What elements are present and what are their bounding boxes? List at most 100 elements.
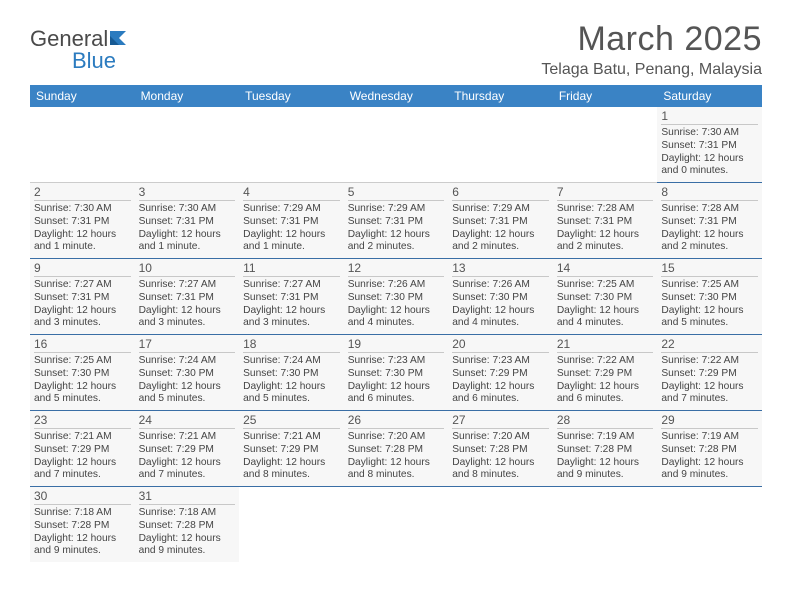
calendar-week: 2Sunrise: 7:30 AMSunset: 7:31 PMDaylight… bbox=[30, 183, 762, 259]
calendar-cell: 28Sunrise: 7:19 AMSunset: 7:28 PMDayligh… bbox=[553, 411, 658, 487]
day-info: Sunrise: 7:23 AMSunset: 7:29 PMDaylight:… bbox=[452, 355, 549, 406]
sunrise-text: Sunrise: 7:29 AM bbox=[348, 203, 445, 216]
day-number: 5 bbox=[348, 185, 445, 201]
sunrise-text: Sunrise: 7:24 AM bbox=[243, 355, 340, 368]
day-number: 3 bbox=[139, 185, 236, 201]
day-info: Sunrise: 7:27 AMSunset: 7:31 PMDaylight:… bbox=[34, 279, 131, 330]
day-number: 23 bbox=[34, 413, 131, 429]
day-info: Sunrise: 7:22 AMSunset: 7:29 PMDaylight:… bbox=[661, 355, 758, 406]
day-number: 31 bbox=[139, 489, 236, 505]
sunset-text: Sunset: 7:31 PM bbox=[139, 292, 236, 305]
daylight-text: Daylight: 12 hours and 7 minutes. bbox=[661, 381, 758, 407]
calendar-cell: 12 Sunrise: 7:26 AMSunset: 7:30 PMDayligh… bbox=[344, 259, 449, 335]
sunset-text: Sunset: 7:28 PM bbox=[661, 444, 758, 457]
day-info: Sunrise: 7:21 AMSunset: 7:29 PMDaylight:… bbox=[34, 431, 131, 482]
day-info: Sunrise: 7:26 AMSunset: 7:30 PMDaylight:… bbox=[348, 279, 445, 330]
sunrise-text: Sunrise: 7:24 AM bbox=[139, 355, 236, 368]
day-number: 26 bbox=[348, 413, 445, 429]
logo-flag-icon bbox=[110, 29, 134, 50]
sunset-text: Sunset: 7:30 PM bbox=[139, 368, 236, 381]
calendar-cell: 17Sunrise: 7:24 AMSunset: 7:30 PMDayligh… bbox=[135, 335, 240, 411]
day-header: Thursday bbox=[448, 85, 553, 107]
calendar-cell-empty bbox=[553, 107, 658, 183]
day-header: Sunday bbox=[30, 85, 135, 107]
sunset-text: Sunset: 7:30 PM bbox=[452, 292, 549, 305]
calendar-cell: 4Sunrise: 7:29 AMSunset: 7:31 PMDaylight… bbox=[239, 183, 344, 259]
calendar-cell: 14 Sunrise: 7:25 AMSunset: 7:30 PMDayligh… bbox=[553, 259, 658, 335]
calendar-week: 16Sunrise: 7:25 AMSunset: 7:30 PMDayligh… bbox=[30, 335, 762, 411]
sunset-text: Sunset: 7:29 PM bbox=[34, 444, 131, 457]
sunset-text: Sunset: 7:29 PM bbox=[452, 368, 549, 381]
day-info: Sunrise: 7:28 AMSunset: 7:31 PMDaylight:… bbox=[661, 203, 758, 254]
day-info: Sunrise: 7:29 AMSunset: 7:31 PMDaylight:… bbox=[452, 203, 549, 254]
page-title: March 2025 bbox=[541, 20, 762, 59]
sunrise-text: Sunrise: 7:20 AM bbox=[348, 431, 445, 444]
day-info: Sunrise: 7:30 AMSunset: 7:31 PMDaylight:… bbox=[139, 203, 236, 254]
day-number: 12 bbox=[348, 261, 445, 277]
day-number: 13 bbox=[452, 261, 549, 277]
daylight-text: Daylight: 12 hours and 2 minutes. bbox=[348, 229, 445, 255]
daylight-text: Daylight: 12 hours and 8 minutes. bbox=[452, 457, 549, 483]
calendar-week: 9 Sunrise: 7:27 AMSunset: 7:31 PMDaylight… bbox=[30, 259, 762, 335]
daylight-text: Daylight: 12 hours and 3 minutes. bbox=[34, 305, 131, 331]
daylight-text: Daylight: 12 hours and 6 minutes. bbox=[452, 381, 549, 407]
day-number: 27 bbox=[452, 413, 549, 429]
sunrise-text: Sunrise: 7:18 AM bbox=[34, 507, 131, 520]
calendar-cell-empty bbox=[30, 107, 135, 183]
sunset-text: Sunset: 7:31 PM bbox=[557, 216, 654, 229]
daylight-text: Daylight: 12 hours and 6 minutes. bbox=[557, 381, 654, 407]
daylight-text: Daylight: 12 hours and 4 minutes. bbox=[452, 305, 549, 331]
day-info: Sunrise: 7:20 AMSunset: 7:28 PMDaylight:… bbox=[452, 431, 549, 482]
day-number: 1 bbox=[661, 109, 758, 125]
sunset-text: Sunset: 7:31 PM bbox=[139, 216, 236, 229]
day-info: Sunrise: 7:25 AMSunset: 7:30 PMDaylight:… bbox=[557, 279, 654, 330]
sunrise-text: Sunrise: 7:26 AM bbox=[348, 279, 445, 292]
daylight-text: Daylight: 12 hours and 1 minute. bbox=[34, 229, 131, 255]
daylight-text: Daylight: 12 hours and 5 minutes. bbox=[34, 381, 131, 407]
daylight-text: Daylight: 12 hours and 2 minutes. bbox=[452, 229, 549, 255]
sunset-text: Sunset: 7:30 PM bbox=[243, 368, 340, 381]
day-header: Friday bbox=[553, 85, 658, 107]
day-number: 9 bbox=[34, 261, 131, 277]
daylight-text: Daylight: 12 hours and 9 minutes. bbox=[557, 457, 654, 483]
day-info: Sunrise: 7:21 AMSunset: 7:29 PMDaylight:… bbox=[243, 431, 340, 482]
calendar-cell: 30Sunrise: 7:18 AMSunset: 7:28 PMDayligh… bbox=[30, 487, 135, 563]
day-number: 22 bbox=[661, 337, 758, 353]
calendar-cell: 16Sunrise: 7:25 AMSunset: 7:30 PMDayligh… bbox=[30, 335, 135, 411]
day-header: Wednesday bbox=[344, 85, 449, 107]
calendar-cell: 15Sunrise: 7:25 AMSunset: 7:30 PMDayligh… bbox=[657, 259, 762, 335]
calendar-cell: 21Sunrise: 7:22 AMSunset: 7:29 PMDayligh… bbox=[553, 335, 658, 411]
calendar-cell: 8Sunrise: 7:28 AMSunset: 7:31 PMDaylight… bbox=[657, 183, 762, 259]
calendar-week: 1Sunrise: 7:30 AMSunset: 7:31 PMDaylight… bbox=[30, 107, 762, 183]
calendar-cell: 29Sunrise: 7:19 AMSunset: 7:28 PMDayligh… bbox=[657, 411, 762, 487]
logo-text-1: General bbox=[30, 28, 108, 50]
daylight-text: Daylight: 12 hours and 8 minutes. bbox=[348, 457, 445, 483]
sunset-text: Sunset: 7:30 PM bbox=[348, 368, 445, 381]
sunrise-text: Sunrise: 7:30 AM bbox=[139, 203, 236, 216]
calendar-cell: 5Sunrise: 7:29 AMSunset: 7:31 PMDaylight… bbox=[344, 183, 449, 259]
daylight-text: Daylight: 12 hours and 2 minutes. bbox=[557, 229, 654, 255]
calendar-cell: 11Sunrise: 7:27 AMSunset: 7:31 PMDayligh… bbox=[239, 259, 344, 335]
day-info: Sunrise: 7:22 AMSunset: 7:29 PMDaylight:… bbox=[557, 355, 654, 406]
sunrise-text: Sunrise: 7:21 AM bbox=[139, 431, 236, 444]
day-info: Sunrise: 7:28 AMSunset: 7:31 PMDaylight:… bbox=[557, 203, 654, 254]
sunset-text: Sunset: 7:28 PM bbox=[348, 444, 445, 457]
sunset-text: Sunset: 7:30 PM bbox=[661, 292, 758, 305]
day-info: Sunrise: 7:29 AMSunset: 7:31 PMDaylight:… bbox=[243, 203, 340, 254]
location-subtitle: Telaga Batu, Penang, Malaysia bbox=[541, 61, 762, 79]
daylight-text: Daylight: 12 hours and 5 minutes. bbox=[661, 305, 758, 331]
day-info: Sunrise: 7:24 AMSunset: 7:30 PMDaylight:… bbox=[139, 355, 236, 406]
sunset-text: Sunset: 7:31 PM bbox=[34, 216, 131, 229]
calendar-cell-empty bbox=[448, 107, 553, 183]
day-number: 16 bbox=[34, 337, 131, 353]
sunrise-text: Sunrise: 7:30 AM bbox=[661, 127, 758, 140]
daylight-text: Daylight: 12 hours and 1 minute. bbox=[139, 229, 236, 255]
calendar-cell: 9 Sunrise: 7:27 AMSunset: 7:31 PMDaylight… bbox=[30, 259, 135, 335]
day-number: 14 bbox=[557, 261, 654, 277]
sunset-text: Sunset: 7:28 PM bbox=[34, 520, 131, 533]
sunset-text: Sunset: 7:30 PM bbox=[557, 292, 654, 305]
day-info: Sunrise: 7:30 AMSunset: 7:31 PMDaylight:… bbox=[34, 203, 131, 254]
day-info: Sunrise: 7:25 AMSunset: 7:30 PMDaylight:… bbox=[661, 279, 758, 330]
sunset-text: Sunset: 7:31 PM bbox=[661, 140, 758, 153]
daylight-text: Daylight: 12 hours and 4 minutes. bbox=[557, 305, 654, 331]
